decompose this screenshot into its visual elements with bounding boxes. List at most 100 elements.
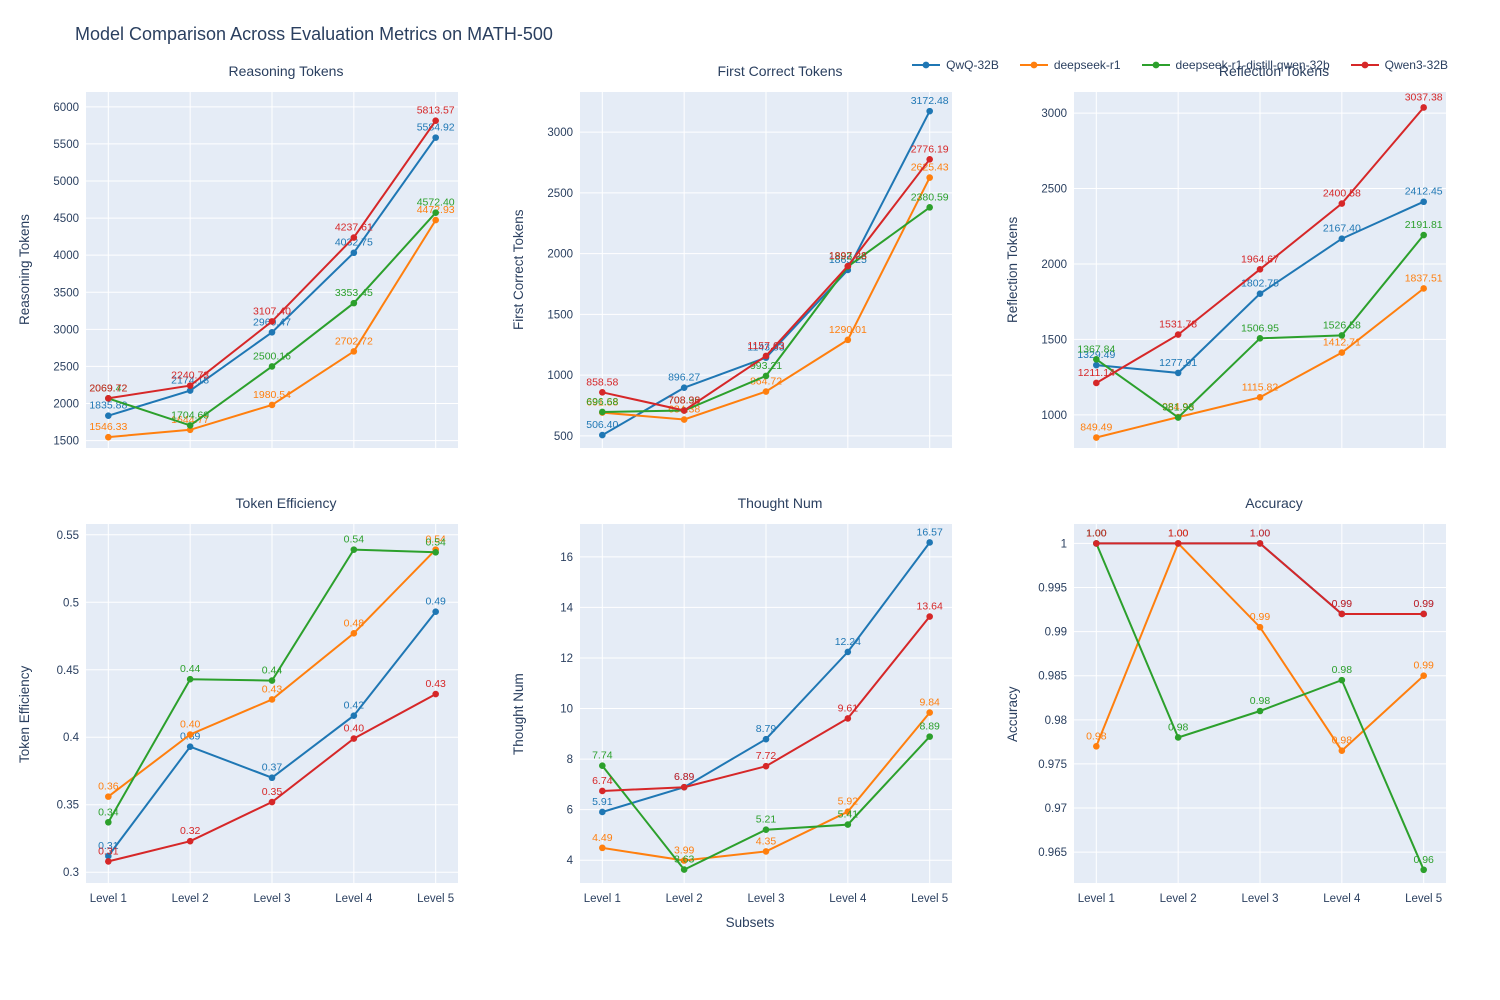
data-point-marker[interactable] [926,174,933,181]
data-point-marker[interactable] [268,401,276,409]
data-point-marker[interactable] [105,818,112,826]
data-point-marker[interactable] [268,363,276,370]
data-point-marker[interactable] [1338,349,1346,356]
data-point-marker[interactable] [1256,335,1264,342]
reflection-tokens-plot[interactable]: 1000 1500 2000 2500 3000 1329.49 1277.91 1802.7… [1024,83,1476,457]
series-Qwen3-32B[interactable]: 1211.14 1531.78 1964.67 2400.58 3037.38 [1078,91,1443,387]
data-point-marker[interactable] [268,328,276,336]
series-deepseek-r1-distill-qwen-32b[interactable]: 0.34 0.44 0.44 0.54 0.54 [98,534,446,826]
series-deepseek-r1[interactable]: 0.98 1.00 0.99 0.98 0.99 [1086,527,1434,754]
data-point-marker[interactable] [762,388,770,395]
data-point-marker[interactable] [1174,540,1182,547]
data-point-marker[interactable] [762,352,770,360]
data-point-marker[interactable] [844,715,852,722]
data-point-marker[interactable] [926,155,933,163]
data-point-marker[interactable] [186,422,194,429]
data-point-marker[interactable] [186,387,194,394]
data-point-marker[interactable] [1256,540,1264,547]
data-point-marker[interactable] [1256,707,1264,715]
data-point-marker[interactable] [1093,356,1100,363]
data-point-marker[interactable] [432,209,439,217]
data-point-marker[interactable] [105,412,112,419]
data-point-marker[interactable] [1174,331,1182,338]
legend-item-deepseek-r1[interactable]: deepseek-r1 [1019,58,1121,72]
data-point-marker[interactable] [926,107,933,115]
data-point-marker[interactable] [1093,540,1100,547]
data-point-marker[interactable] [599,408,606,416]
data-point-marker[interactable] [926,204,933,211]
data-point-marker[interactable] [1093,361,1100,369]
data-point-marker[interactable] [680,416,688,423]
data-point-marker[interactable] [186,675,194,683]
data-point-marker[interactable] [186,837,194,845]
data-point-marker[interactable] [1256,394,1264,401]
data-point-marker[interactable] [1338,610,1346,618]
data-point-marker[interactable] [105,395,112,402]
data-point-marker[interactable] [599,762,606,769]
legend-item-QwQ-32B[interactable]: QwQ-32B [911,58,999,72]
data-point-marker[interactable] [268,696,276,703]
data-point-marker[interactable] [1174,369,1182,377]
thought-num-plot[interactable]: 4 6 8 10 12 14 16 Level 1 Level 2 Level 3 Level 4 L… [530,515,982,913]
data-point-marker[interactable] [350,234,358,241]
data-point-marker[interactable] [680,783,688,791]
series-deepseek-r1[interactable]: 4.49 3.99 4.35 5.92 9.84 [592,697,940,864]
data-point-marker[interactable] [268,677,276,684]
data-point-marker[interactable] [844,262,852,270]
series-Qwen3-32B[interactable]: 858.58 708.38 1157.63 1897.28 2776.19 [586,143,949,414]
data-point-marker[interactable] [105,852,112,860]
data-point-marker[interactable] [1420,672,1427,680]
data-point-marker[interactable] [1256,623,1264,631]
data-point-marker[interactable] [350,299,358,307]
data-point-marker[interactable] [844,821,852,828]
data-point-marker[interactable] [1256,265,1264,273]
data-point-marker[interactable] [350,735,358,742]
data-point-marker[interactable] [1420,231,1427,239]
data-point-marker[interactable] [1420,285,1427,292]
data-point-marker[interactable] [680,407,688,414]
data-point-marker[interactable] [762,826,770,833]
data-point-marker[interactable] [350,348,358,355]
data-point-marker[interactable] [268,318,276,325]
series-deepseek-r1-distill-qwen-32b[interactable]: 1.00 0.98 0.98 0.98 0.96 [1086,527,1434,874]
data-point-marker[interactable] [926,733,933,740]
data-point-marker[interactable] [350,546,358,553]
accuracy-plot[interactable]: 0.965 0.97 0.975 0.98 0.985 0.99 0.995 1 Level 1… [1024,515,1476,913]
legend-item-deepseek-r1-distill-qwen-32b[interactable]: deepseek-r1-distill-qwen-32b [1141,58,1330,72]
data-point-marker[interactable] [1338,332,1346,339]
data-point-marker[interactable] [844,648,852,656]
series-Qwen3-32B[interactable]: 2069.72 2240.73 3107.40 4237.61 5813.57 [89,105,455,402]
series-deepseek-r1-distill-qwen-32b[interactable]: 2069.42 1704.69 2500.16 3353.45 4572.40 [89,197,455,429]
data-point-marker[interactable] [186,743,194,750]
data-point-marker[interactable] [1420,198,1427,206]
data-point-marker[interactable] [1174,414,1182,421]
data-point-marker[interactable] [926,709,933,716]
data-point-marker[interactable] [762,735,770,743]
token-efficiency-plot[interactable]: 0.3 0.35 0.4 0.45 0.5 0.55 Level 1 Level 2 Level… [36,515,488,913]
series-Qwen3-32B[interactable]: 1.00 1.00 1.00 0.99 0.99 [1086,527,1434,618]
data-point-marker[interactable] [680,384,688,392]
data-point-marker[interactable] [680,857,688,864]
data-point-marker[interactable] [599,431,606,439]
data-point-marker[interactable] [1338,235,1346,243]
data-point-marker[interactable] [268,774,276,782]
data-point-marker[interactable] [599,808,606,816]
data-point-marker[interactable] [105,433,112,441]
data-point-marker[interactable] [1093,434,1100,441]
data-point-marker[interactable] [1256,290,1264,298]
data-point-marker[interactable] [762,372,770,380]
series-QwQ-32B[interactable]: 5.91 6.89 8.79 12.24 16.57 [592,526,943,816]
series-QwQ-32B[interactable]: 1329.49 1277.91 1802.75 2167.40 2412.45 [1077,186,1443,377]
data-point-marker[interactable] [599,844,606,852]
data-point-marker[interactable] [1338,200,1346,207]
data-point-marker[interactable] [680,866,688,873]
data-point-marker[interactable] [105,858,112,865]
series-deepseek-r1-distill-qwen-32b[interactable]: 1367.84 981.93 1506.95 1526.58 2191.81 [1077,219,1443,421]
data-point-marker[interactable] [432,117,439,124]
data-point-marker[interactable] [1093,379,1100,387]
data-point-marker[interactable] [432,608,439,616]
series-deepseek-r1-distill-qwen-32b[interactable]: 7.74 3.63 5.21 5.41 8.89 [592,721,940,873]
data-point-marker[interactable] [1420,610,1427,618]
data-point-marker[interactable] [1420,104,1427,111]
